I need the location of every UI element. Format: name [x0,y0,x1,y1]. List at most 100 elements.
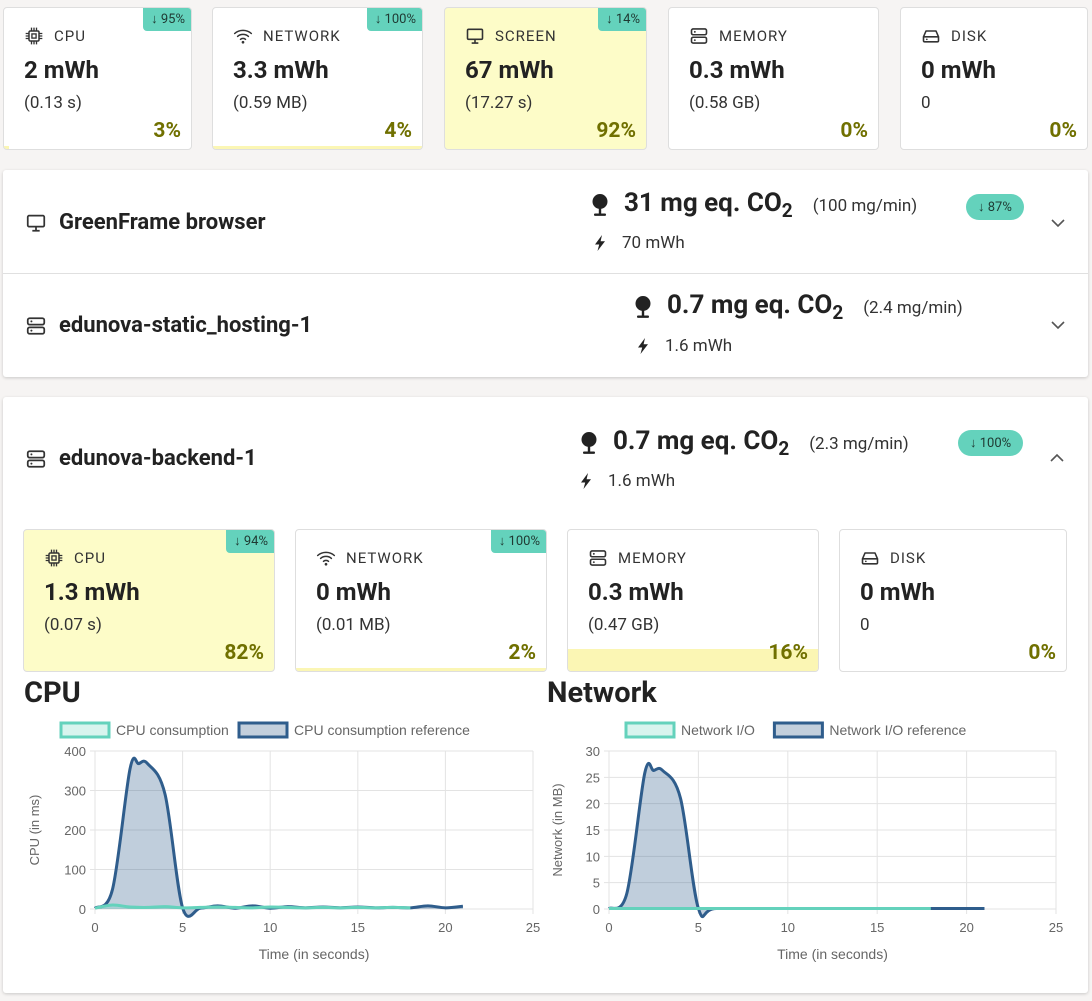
x-tick-label: 15 [351,920,365,935]
tree-icon [633,295,653,319]
legend-label: Network I/O reference [829,722,966,738]
tile-usage-value: 0 [860,615,870,635]
x-tick-label: 5 [179,920,186,935]
tile-label: SCREEN [495,27,557,45]
container-name: edunova-static_hosting-1 [59,313,313,338]
tile-energy-value: 3.3 mWh [233,56,329,84]
disk-icon [860,548,880,568]
co2-value: 0.7 mg eq. CO [667,290,833,320]
tile-usage-value: 0 [921,93,931,113]
tile-energy-value: 0.3 mWh [689,56,785,84]
bolt-icon [637,338,649,354]
x-tick-label: 5 [695,920,702,935]
co2-value: 31 mg eq. CO [624,188,782,218]
tile-percent: 4% [384,119,412,143]
reduction-badge: ↓ 100% [490,530,546,553]
x-tick-label: 25 [526,920,540,935]
container-row-greenframe-browser[interactable]: GreenFrame browser 31 mg eq. CO2 (100 mg… [3,170,1088,273]
legend-swatch [772,721,824,739]
y-axis-label: Network (in MB) [550,783,565,876]
cpu-icon [44,548,64,568]
wifi-icon [233,26,253,46]
co2-subscript: 2 [781,199,793,223]
container-row-backend: edunova-backend-1 0.7 mg eq. CO2 (2.3 mg… [3,397,1088,993]
network-summary-tile: NETWORK 3.3 mWh (0.59 MB) 4% ↓ 100% [212,7,423,150]
x-tick-label: 20 [438,920,452,935]
disk-summary-tile: DISK 0 mWh 0 0% [900,7,1088,150]
y-tick-label: 30 [586,744,600,759]
reduction-badge: ↓ 100% [366,8,422,31]
y-tick-label: 10 [586,849,600,864]
x-tick-label: 20 [959,920,973,935]
tile-label: MEMORY [719,27,788,45]
container-row-static-hosting[interactable]: edunova-static_hosting-1 0.7 mg eq. CO2 … [3,274,1088,377]
backend-network-tile: NETWORK 0 mWh (0.01 MB) 2% ↓ 100% [295,529,547,672]
tile-label: NETWORK [346,549,424,567]
network-chart: 0 5 10 15 20 25 0 5 10 15 20 25 30 Time (in seconds) N… [550,721,1063,962]
chevron-down-icon[interactable] [1050,218,1066,228]
tile-usage-value: (0.01 MB) [316,615,391,635]
co2-value: 0.7 mg eq. CO [613,426,779,456]
x-tick-label: 0 [605,920,612,935]
legend-label: CPU consumption reference [294,722,470,738]
legend-swatch [59,721,111,739]
tile-energy-value: 0 mWh [316,578,391,606]
y-tick-label: 100 [64,863,86,878]
tile-usage-value: (17.27 s) [465,93,533,113]
row-divider [3,273,1088,274]
backend-row-header[interactable]: edunova-backend-1 0.7 mg eq. CO2 (2.3 mg… [3,397,1088,507]
co2-rate: (100 mg/min) [812,196,918,216]
y-tick-label: 25 [586,770,600,785]
screen-summary-tile: SCREEN 67 mWh (17.27 s) 92% ↓ 14% [444,7,647,150]
series-line [94,903,411,910]
backend-cpu-tile: CPU 1.3 mWh (0.07 s) 82% ↓ 94% [23,529,275,672]
tile-usage-value: (0.47 GB) [588,615,660,635]
tile-percent: 0% [1049,119,1077,143]
tree-icon [590,193,610,217]
memory-icon [689,26,709,46]
tile-percent: 92% [596,119,636,143]
y-tick-label: 15 [586,823,600,838]
y-tick-label: 200 [64,823,86,838]
energy-value: 70 mWh [622,233,685,253]
energy-value: 1.6 mWh [608,471,676,491]
memory-icon [588,548,608,568]
co2-rate: (2.3 mg/min) [809,434,909,454]
disk-icon [921,26,941,46]
tile-label: MEMORY [618,549,687,567]
energy-value: 1.6 mWh [665,336,733,356]
tile-label: DISK [890,549,927,567]
wifi-icon [316,548,336,568]
chevron-down-icon[interactable] [1050,320,1066,330]
tile-percent: 16% [768,641,808,665]
tile-label: CPU [54,27,86,45]
y-axis-label: CPU (in ms) [27,795,42,866]
container-name: GreenFrame browser [59,210,266,235]
reduction-badge: ↓ 95% [143,8,191,31]
x-tick-label: 0 [91,920,98,935]
tile-usage-value: (0.13 s) [24,93,82,113]
cpu-summary-tile: CPU 2 mWh (0.13 s) 3% ↓ 95% [3,7,192,150]
legend-swatch [624,721,676,739]
backend-memory-tile: MEMORY 0.3 mWh (0.47 GB) 16% [567,529,819,672]
backend-disk-tile: DISK 0 mWh 0 0% [839,529,1067,672]
reduction-badge: ↓ 94% [226,530,274,553]
co2-subscript: 2 [832,301,844,325]
container-name: edunova-backend-1 [59,446,257,471]
chevron-up-icon[interactable] [1049,453,1065,463]
bolt-icon [580,473,592,489]
monitor-icon [465,26,485,46]
legend-swatch [237,721,289,739]
network-chart-title: Network [547,676,657,710]
tree-icon [579,431,599,455]
co2-rate: (2.4 mg/min) [863,298,963,318]
y-tick-label: 0 [79,902,86,917]
y-tick-label: 0 [593,902,600,917]
y-tick-label: 20 [586,797,600,812]
x-tick-label: 25 [1049,920,1063,935]
x-tick-label: 15 [870,920,884,935]
reduction-badge: ↓ 87% [966,194,1024,220]
legend-label: CPU consumption [116,722,229,738]
y-tick-label: 5 [593,876,600,891]
series-area [609,763,985,917]
